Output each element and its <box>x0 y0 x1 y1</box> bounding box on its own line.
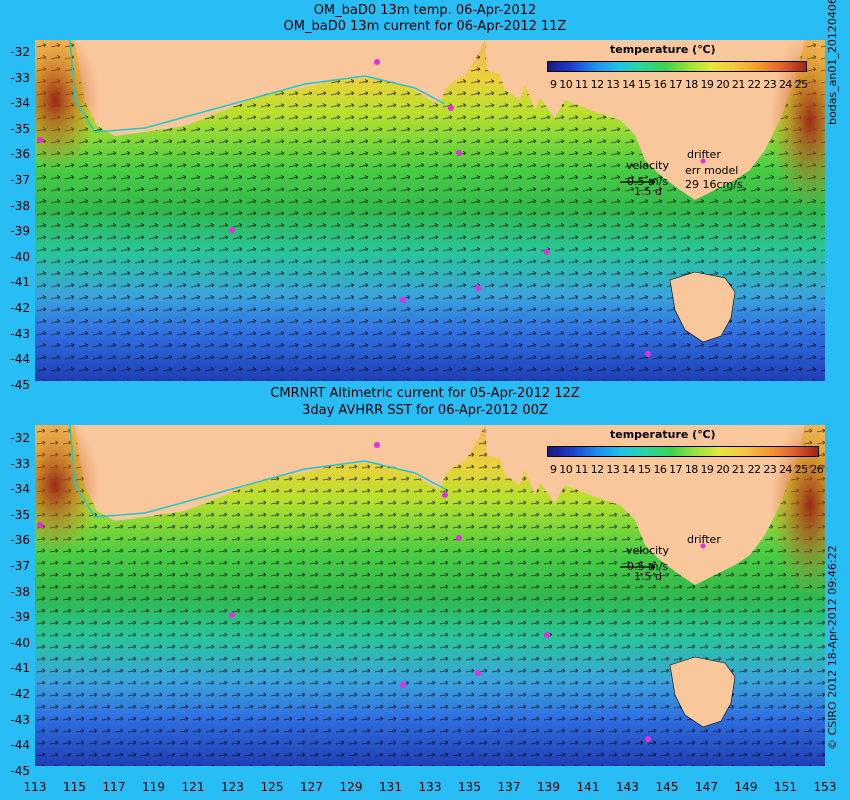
lon-tick: 131 <box>379 780 402 794</box>
drifter-tracks <box>37 442 706 742</box>
bottom-map-panel: temperature (℃) 9 10 11 12 13 14 15 16 1… <box>35 425 825 766</box>
depth-contour <box>69 425 446 518</box>
top-lat-tick: -38 <box>10 198 30 213</box>
top-lat-tick: -40 <box>10 249 30 264</box>
lon-tick: 115 <box>63 780 86 794</box>
bottom-drifter-label: drifter <box>687 533 721 546</box>
lon-tick: 121 <box>181 780 205 794</box>
top-map-svg <box>35 40 825 381</box>
warm-current-west <box>35 40 100 170</box>
warm-current-east <box>770 40 825 210</box>
bottom-side-label: © CSIRO 2012 18-Apr-2012 09:46:22 <box>826 545 839 750</box>
lon-tick: 133 <box>418 780 442 794</box>
lon-tick: 125 <box>260 780 284 794</box>
land-western-australia <box>75 40 485 136</box>
lon-tick: 135 <box>458 780 481 794</box>
bottom-lat-tick: -36 <box>10 533 30 548</box>
velocity-legend-arrow <box>620 178 656 186</box>
top-lat-tick: -37 <box>10 173 30 187</box>
velocity-legend-arrow <box>620 563 656 571</box>
top-panel-title: OM_baD0 13m temp. 06-Apr-2012 <box>313 3 537 18</box>
land-south-australia <box>485 425 805 585</box>
lon-tick: 117 <box>102 780 126 794</box>
top-colorbar <box>547 61 807 72</box>
bottom-lat-tick: -45 <box>10 763 30 778</box>
top-colorbar-title: temperature (℃) <box>610 43 716 56</box>
bottom-lat-tick: -38 <box>10 584 30 599</box>
top-lat-tick: -32 <box>10 45 30 59</box>
lon-tick: 137 <box>497 780 521 794</box>
top-drifter-label: drifter <box>687 148 721 161</box>
land-tasmania <box>669 271 736 343</box>
top-lat-tick: -35 <box>10 121 30 136</box>
lon-tick: 151 <box>774 780 797 794</box>
bottom-lat-tick: -34 <box>10 482 30 497</box>
bottom-panel-title: CMRNRT Altimetric current for 05-Apr-201… <box>270 386 580 401</box>
lon-tick: 123 <box>221 780 244 794</box>
top-err-model-value: 29 16cm/s <box>685 178 743 191</box>
bottom-lat-tick: -37 <box>10 559 30 573</box>
bottom-lat-tick: -42 <box>10 687 30 701</box>
land-tasmania <box>669 656 736 728</box>
top-side-label: bodas_an01_20120406 <box>826 0 839 125</box>
top-err-model-label: err model <box>685 164 739 177</box>
top-panel-subtitle: OM_baD0 13m current for 06-Apr-2012 11Z <box>283 19 567 34</box>
land-south-australia <box>485 40 805 200</box>
drifter-tracks <box>37 59 706 357</box>
bottom-lat-tick: -41 <box>10 661 30 676</box>
lon-tick: 145 <box>655 780 679 794</box>
bottom-lat-tick: -43 <box>10 712 30 727</box>
top-velocity-scale2: 1.5 d <box>634 185 662 198</box>
warm-current-west <box>35 425 100 555</box>
bottom-lat-tick: -32 <box>10 431 30 445</box>
bottom-velocity-scale: 0.5 m/s <box>627 560 669 573</box>
bottom-velocity-label: velocity <box>626 544 669 557</box>
lon-tick: 153 <box>813 780 837 794</box>
lon-tick: 113 <box>23 780 47 794</box>
top-colorbar-ticks: 9 10 11 12 13 14 15 16 17 18 19 20 21 22… <box>550 78 808 91</box>
bottom-lat-tick: -33 <box>10 456 30 471</box>
bottom-velocity-scale2: 1.5 d <box>634 570 662 583</box>
top-velocity-label: velocity <box>626 159 669 172</box>
top-lat-tick: -36 <box>10 147 30 162</box>
warm-current-east <box>770 425 825 595</box>
lon-tick: 139 <box>537 780 560 794</box>
depth-contour <box>69 40 446 133</box>
lon-tick: 127 <box>300 780 323 794</box>
lon-tick: 129 <box>339 780 363 794</box>
bottom-colorbar-ticks: 9 10 11 12 13 14 15 16 17 18 19 20 21 22… <box>550 463 824 476</box>
bottom-lat-tick: -39 <box>10 610 30 625</box>
top-lat-tick: -43 <box>10 326 30 341</box>
top-map-panel: temperature (℃) 9 10 11 12 13 14 15 16 1… <box>35 40 825 381</box>
bottom-colorbar-title: temperature (℃) <box>610 428 716 441</box>
bottom-colorbar <box>547 446 819 457</box>
top-lat-tick: -41 <box>10 275 30 290</box>
top-lat-tick: -39 <box>10 224 30 239</box>
bottom-lat-tick: -40 <box>10 635 30 650</box>
bottom-lat-tick: -35 <box>10 507 30 522</box>
top-velocity-scale: 0.5 m/s <box>627 175 669 188</box>
top-lat-tick: -44 <box>10 352 30 367</box>
top-lat-tick: -34 <box>10 96 30 111</box>
lon-tick: 147 <box>695 780 718 794</box>
lon-tick: 141 <box>576 780 600 794</box>
top-lat-tick: -42 <box>10 301 30 315</box>
bottom-lat-tick: -44 <box>10 738 30 753</box>
top-lat-tick: -45 <box>10 377 30 392</box>
bottom-map-svg <box>35 425 825 766</box>
lon-tick: 143 <box>616 780 639 794</box>
lon-tick: 149 <box>734 780 758 794</box>
top-lat-tick: -33 <box>10 70 30 85</box>
bottom-panel-subtitle: 3day AVHRR SST for 06-Apr-2012 00Z <box>302 403 548 418</box>
land-western-australia <box>75 425 485 521</box>
lon-tick: 119 <box>142 780 165 794</box>
